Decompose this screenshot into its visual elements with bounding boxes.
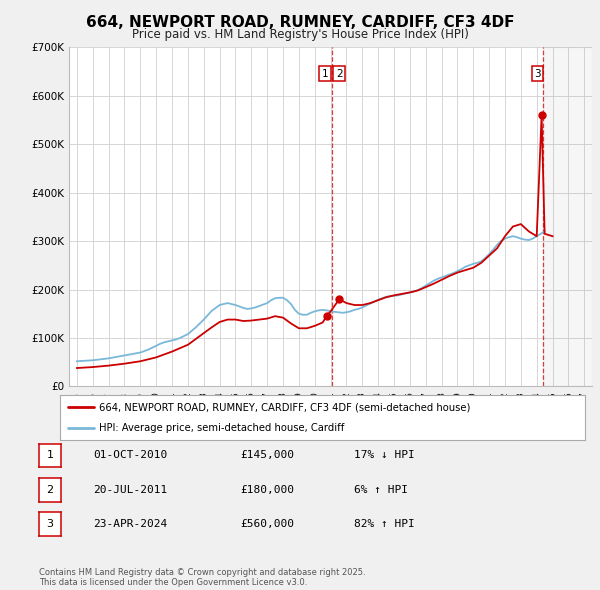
Text: Contains HM Land Registry data © Crown copyright and database right 2025.
This d: Contains HM Land Registry data © Crown c… <box>39 568 365 587</box>
Text: 82% ↑ HPI: 82% ↑ HPI <box>354 519 415 529</box>
Text: 3: 3 <box>534 69 541 79</box>
Text: 3: 3 <box>47 519 53 529</box>
Text: 664, NEWPORT ROAD, RUMNEY, CARDIFF, CF3 4DF (semi-detached house): 664, NEWPORT ROAD, RUMNEY, CARDIFF, CF3 … <box>100 402 471 412</box>
Text: 01-OCT-2010: 01-OCT-2010 <box>93 451 167 460</box>
Text: 1: 1 <box>322 69 328 79</box>
Text: £560,000: £560,000 <box>240 519 294 529</box>
Bar <box>543 47 592 386</box>
Text: £145,000: £145,000 <box>240 451 294 460</box>
Text: 6% ↑ HPI: 6% ↑ HPI <box>354 485 408 494</box>
Text: 2: 2 <box>47 485 53 494</box>
Text: 2: 2 <box>336 69 343 79</box>
Text: 20-JUL-2011: 20-JUL-2011 <box>93 485 167 494</box>
Text: 664, NEWPORT ROAD, RUMNEY, CARDIFF, CF3 4DF: 664, NEWPORT ROAD, RUMNEY, CARDIFF, CF3 … <box>86 15 514 30</box>
Text: Price paid vs. HM Land Registry's House Price Index (HPI): Price paid vs. HM Land Registry's House … <box>131 28 469 41</box>
Text: 23-APR-2024: 23-APR-2024 <box>93 519 167 529</box>
Text: 17% ↓ HPI: 17% ↓ HPI <box>354 451 415 460</box>
Text: HPI: Average price, semi-detached house, Cardiff: HPI: Average price, semi-detached house,… <box>100 422 345 432</box>
Text: 1: 1 <box>47 451 53 460</box>
Text: £180,000: £180,000 <box>240 485 294 494</box>
